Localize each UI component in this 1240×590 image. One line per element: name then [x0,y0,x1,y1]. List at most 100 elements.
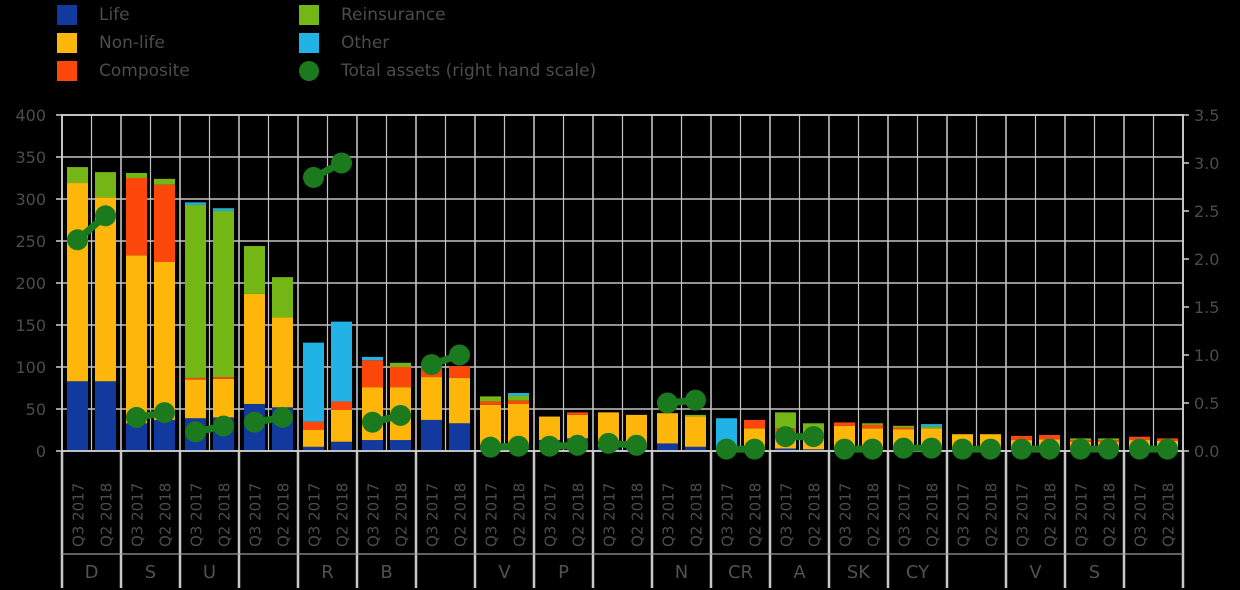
total-assets-dot [1039,438,1060,460]
quarter-label: Q2 2018 [924,483,942,547]
right-axis-label: 0.0 [1194,442,1219,461]
bar-segment-composite [567,412,588,415]
composite-swatch-icon [57,61,77,81]
total-assets-dot [775,426,796,448]
right-axis-label: 0.5 [1194,394,1219,413]
total-assets-dot [567,434,588,456]
total-assets-dot [1129,438,1150,460]
legend-label: Composite [99,61,190,81]
total-assets-dot [185,421,206,443]
quarter-label: Q2 2018 [157,483,175,547]
total-assets-dot [303,166,324,188]
country-label: S [1089,562,1100,583]
bar-segment-composite [1129,436,1150,441]
left-axis-label: 100 [15,358,46,377]
bar-segment-composite [449,366,470,378]
bar-segment-composite [331,401,352,410]
country-label: S [145,562,156,583]
quarter-label: Q2 2018 [983,483,1001,547]
total-assets-dot [1157,438,1178,460]
legend-item-reinsurance: Reinsurance [299,5,446,25]
total-assets-dot [626,434,647,456]
country-label: CR [728,562,753,583]
total-assets-dot [952,438,973,460]
bar-segment-non_life [213,378,234,418]
quarter-label: Q2 2018 [334,483,352,547]
right-axis-label: 2.5 [1194,202,1219,221]
total-assets-dot [244,411,265,433]
total-assets-dot [716,438,737,460]
country-label: P [558,562,569,583]
bar-segment-composite [480,401,501,405]
bar-segment-non_life [567,414,588,439]
bar-segment-composite [508,400,529,404]
bar-segment-non_life [685,416,706,447]
bar-segment-reinsurance [95,172,116,198]
bar-segment-composite [126,178,147,256]
total-assets-dot [95,205,116,227]
bar-segment-non_life [126,255,147,424]
total-assets-dot [539,435,560,457]
quarter-label: Q2 2018 [275,483,293,547]
bar-segment-non_life [67,183,88,382]
bar-segment-non_life [331,409,352,442]
bar-segment-life [657,443,678,451]
bar-segment-other [303,342,324,422]
bar-segment-non_life [421,377,442,420]
bar-segment-composite [893,427,914,430]
quarter-label: Q3 2017 [955,483,973,547]
quarter-label: Q3 2017 [837,483,855,547]
total-assets-dot [893,437,914,459]
bar-segment-reinsurance [244,246,265,294]
right-axis-label: 3.0 [1194,154,1219,173]
bar-segment-non_life [480,404,501,446]
total-assets-dot [390,404,411,426]
left-axis-label: 50 [26,400,46,419]
legend-label: Total assets (right hand scale) [341,61,597,81]
total-assets-dot [1011,438,1032,460]
bar-segment-non_life [657,413,678,444]
legend-item-non_life: Non-life [57,33,165,53]
bar-segment-life [95,381,116,451]
bar-segment-other [921,424,942,427]
legend-label: Other [341,33,390,53]
bar-segment-reinsurance [272,277,293,318]
bar-segment-non_life [185,379,206,419]
total-assets-dot [449,344,470,366]
bar-segment-composite [744,419,765,429]
left-axis-label: 0 [36,442,46,461]
total-assets-dot [1098,438,1119,460]
right-axis-label: 1.0 [1194,346,1219,365]
legend-item-other: Other [299,33,389,53]
bar-segment-life [67,381,88,451]
quarter-label: Q3 2017 [1132,483,1150,547]
bar-segment-composite [834,422,855,426]
total-assets-dot [331,152,352,174]
quarter-label: Q3 2017 [306,483,324,547]
bar-segment-composite [154,184,175,262]
bar-segment-life [775,448,796,451]
bar-segment-reinsurance [775,412,796,429]
country-label: SK [847,562,871,583]
quarter-label: Q3 2017 [542,483,560,547]
country-label: D [85,562,99,583]
left-axis-label: 250 [15,232,46,251]
quarter-label: Q3 2017 [424,483,442,547]
left-axis-label: 350 [15,148,46,167]
quarter-label: Q3 2017 [601,483,619,547]
country-label: N [675,562,688,583]
bar-segment-composite [1011,435,1032,441]
bar-segment-composite [213,377,234,379]
bar-segment-reinsurance [390,362,411,367]
bar-segment-life [449,423,470,451]
legend-label: Reinsurance [341,5,446,25]
right-axis-label: 1.5 [1194,298,1219,317]
bar-segment-reinsurance [685,414,706,417]
left-axis-label: 400 [15,106,46,125]
life-swatch-icon [57,5,77,25]
bar-segment-composite [862,424,883,429]
bar-segment-non_life [449,377,470,424]
total-assets-dot [980,438,1001,460]
